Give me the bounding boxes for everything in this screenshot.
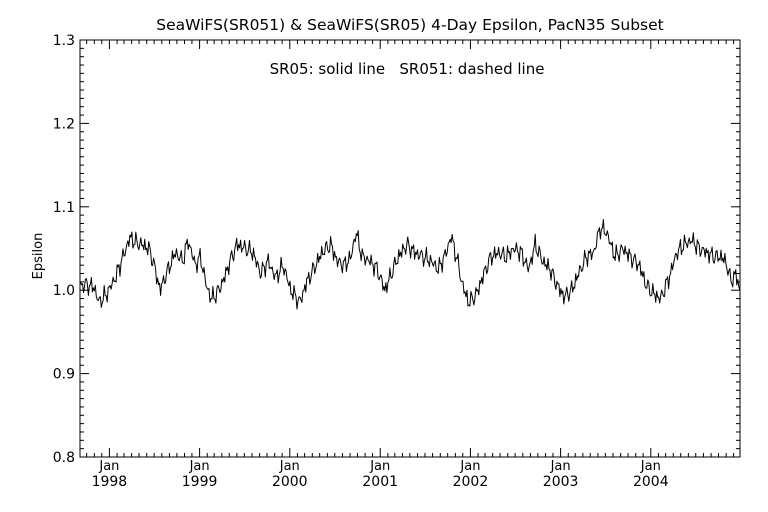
y-tick-label: 1.0 xyxy=(53,283,75,299)
x-tick-month-label: Jan xyxy=(98,459,119,474)
x-tick-year-label: 1998 xyxy=(92,474,128,490)
x-tick-year-label: 2003 xyxy=(543,474,579,490)
x-tick-year-label: 1999 xyxy=(182,474,218,490)
x-tick-year-label: 2001 xyxy=(362,474,398,490)
x-tick-year-label: 2000 xyxy=(272,474,308,490)
x-tick-year-label: 2002 xyxy=(453,474,489,490)
x-tick-year-label: 2004 xyxy=(633,474,669,490)
x-tick-month-label: Jan xyxy=(640,459,661,474)
y-tick-label: 1.3 xyxy=(53,33,75,49)
y-tick-label: 1.1 xyxy=(53,200,75,216)
x-tick-month-label: Jan xyxy=(189,459,210,474)
y-tick-label: 0.9 xyxy=(53,367,75,383)
x-tick-month-label: Jan xyxy=(459,459,480,474)
series-layer xyxy=(80,219,741,310)
series-line-sr05 xyxy=(80,219,741,310)
x-tick-month-label: Jan xyxy=(550,459,571,474)
chart-title: SeaWiFS(SR051) & SeaWiFS(SR05) 4-Day Eps… xyxy=(156,16,663,34)
x-tick-month-label: Jan xyxy=(279,459,300,474)
y-axis-label: Epsilon xyxy=(31,233,46,280)
plot-frame xyxy=(79,39,741,458)
x-tick-month-label: Jan xyxy=(369,459,390,474)
x-axis: Jan1998Jan1999Jan2000Jan2001Jan2002Jan20… xyxy=(86,40,735,490)
y-axis: 0.8 0.9 1.0 1.1 1.2 1.3 xyxy=(53,33,740,466)
y-tick-label: 1.2 xyxy=(53,116,75,132)
y-tick-label: 0.8 xyxy=(53,450,75,466)
legend-annotation: SR05: solid line SR051: dashed line xyxy=(270,60,545,78)
